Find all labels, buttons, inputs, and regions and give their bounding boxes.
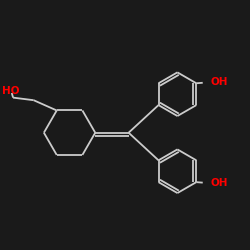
Text: HO: HO [2,86,19,96]
Text: OH: OH [210,77,228,87]
Text: OH: OH [210,178,228,188]
